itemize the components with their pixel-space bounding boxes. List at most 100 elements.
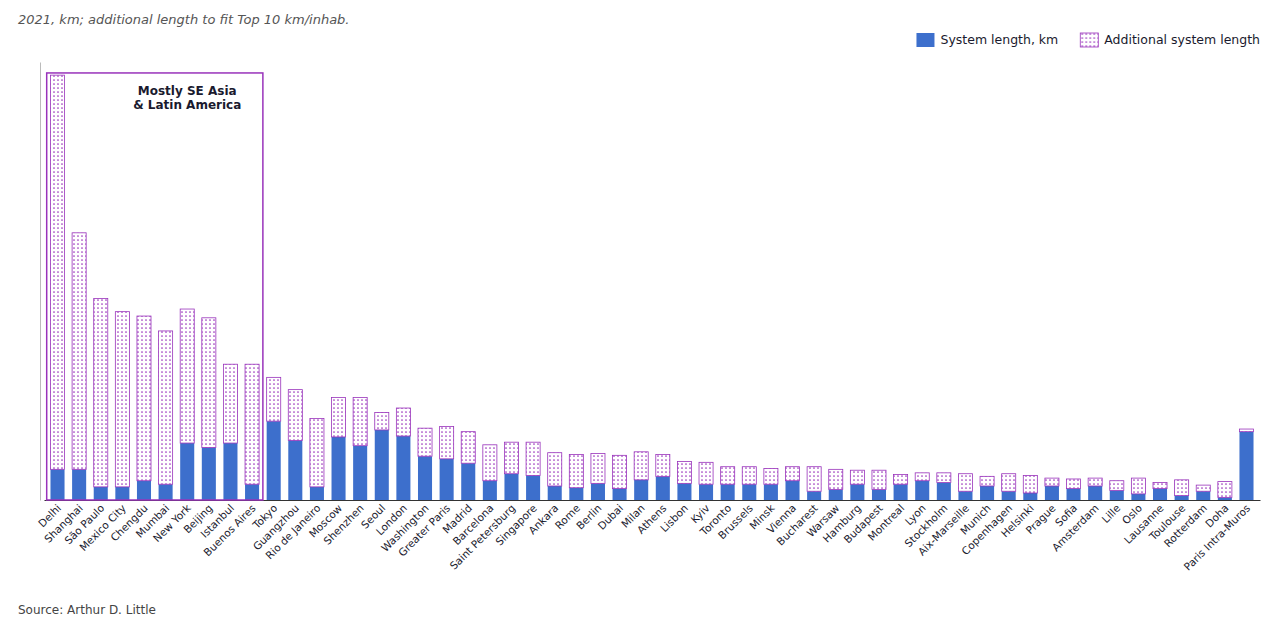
bar [1175,496,1189,500]
chart: DelhiShanghaiSão PauloMexico CityChengdu… [0,0,1284,622]
bar [159,484,173,500]
bar [850,484,864,500]
bar [50,75,64,469]
bar [656,476,670,500]
bar [742,467,756,485]
bar [310,419,324,487]
bar [807,467,821,492]
bar [894,475,908,485]
bar [1023,475,1037,493]
bar [1218,482,1232,498]
bar [1153,482,1167,488]
bar [1110,481,1124,491]
bar [1131,478,1145,494]
bar [785,481,799,500]
bar [1088,486,1102,500]
bar [634,452,648,480]
bar [915,481,929,500]
x-axis: DelhiShanghaiSão PauloMexico CityChengdu… [36,501,1261,573]
legend-item: Additional system length [1080,32,1260,47]
bar [1067,489,1081,500]
bar [1196,491,1210,500]
legend-item: System length, km [916,32,1058,47]
x-tick: Montreal [865,502,906,543]
bar [396,408,410,436]
bar [937,482,951,500]
bar [1131,494,1145,500]
bar [418,456,432,500]
x-tick-label: Buenos Aires [201,502,258,559]
bar [159,331,173,484]
bar [94,487,108,500]
bar [742,484,756,500]
bar [375,430,389,500]
bar [785,467,799,481]
bar [850,470,864,484]
bar [137,316,151,481]
bar [634,480,648,500]
bar [310,487,324,500]
bar [353,446,367,500]
source: Source: Arthur D. Little [18,603,156,617]
bar [894,484,908,500]
bar [937,473,951,483]
bar [72,469,86,500]
bar [1002,474,1016,492]
bar [1088,478,1102,486]
bar [504,474,518,500]
bar [223,364,237,443]
bar [958,474,972,492]
bar [115,487,129,500]
legend-swatch [916,33,934,47]
bar [180,443,194,500]
bar [980,476,994,486]
bar [461,463,475,500]
bar [677,461,691,483]
bar [721,467,735,485]
bar [872,489,886,500]
bar [1023,493,1037,500]
bar [332,437,346,500]
bar [699,462,713,484]
bar [526,475,540,500]
bar [613,489,627,500]
subtitle: 2021, km; additional length to fit Top 1… [18,12,350,27]
bar [1153,489,1167,500]
bar [1045,486,1059,500]
bar [656,454,670,476]
legend-label: System length, km [940,32,1058,47]
bar [504,442,518,474]
legend: System length, km Additional system lengt… [916,32,1260,47]
bar [267,421,281,500]
y-axis-line [40,63,41,501]
bar [569,488,583,500]
x-tick-label: Amsterdam [1049,502,1101,554]
x-tick-label: Lisbon [658,502,691,535]
bar [267,377,281,421]
bar [1110,490,1124,500]
bar [548,486,562,500]
bar [764,484,778,500]
legend-swatch [1080,33,1098,47]
bar [202,447,216,500]
bar [1002,491,1016,500]
bar [1239,432,1253,500]
bar [440,459,454,500]
bar [699,484,713,500]
plot: DelhiShanghaiSão PauloMexico CityChengdu… [36,63,1261,573]
bar [958,491,972,500]
bar [137,481,151,500]
x-tick-label: Dubai [595,502,625,532]
annotation: Mostly SE Asia& Latin America [133,84,241,112]
bar [1239,429,1253,432]
bar [94,299,108,487]
x-tick: Buenos Aires [201,502,258,559]
bar [1196,485,1210,491]
bar [375,412,389,430]
bar [829,489,843,500]
bar-series [50,75,1253,497]
bar [332,398,346,437]
bar [483,445,497,481]
bar [245,364,259,484]
bar [721,484,735,500]
